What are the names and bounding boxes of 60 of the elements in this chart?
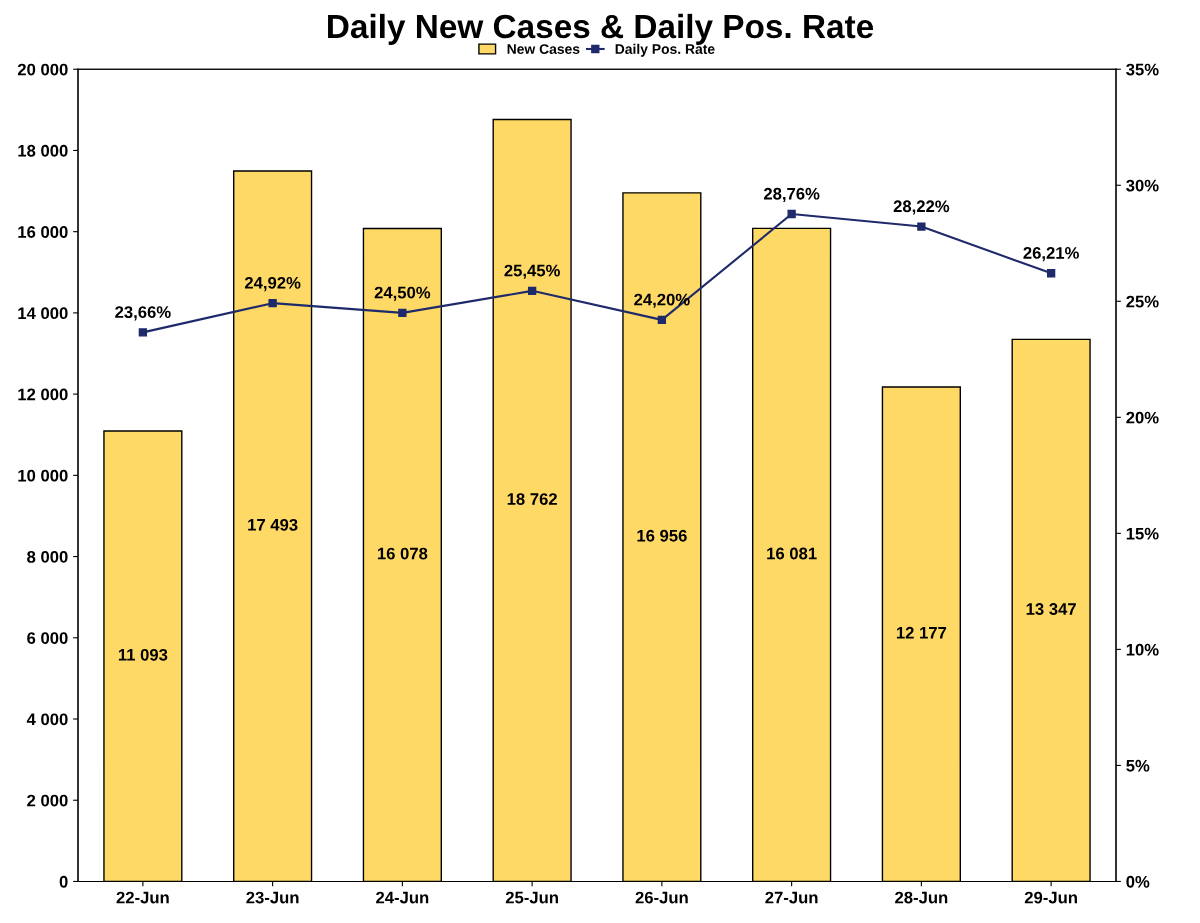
legend-label: Daily Pos. Rate: [615, 43, 715, 57]
y2-tick-label: 30%: [1126, 179, 1159, 192]
x-tick-label: 26-Jun: [635, 891, 688, 904]
y2-tick-label: 20%: [1126, 411, 1159, 424]
data-label: 24,92%: [244, 276, 301, 292]
point: [1046, 269, 1056, 278]
data-label: 28,76%: [763, 187, 820, 203]
y2-tick-label: 10%: [1126, 643, 1159, 656]
data-label: 16 956: [637, 529, 687, 542]
x-tick-label: 22-Jun: [116, 891, 169, 904]
y2-tick-label: 5%: [1126, 759, 1150, 772]
data-label: 24,50%: [374, 286, 431, 301]
y-tick-label: 10 000: [18, 469, 68, 482]
bar: [881, 386, 961, 882]
data-label: 16 078: [377, 547, 428, 560]
x-tick-label: 23-Jun: [246, 891, 299, 904]
y2-tick-label: 35%: [1126, 63, 1159, 76]
bar: [362, 227, 442, 882]
x-tick-label: 29-Jun: [1024, 891, 1077, 904]
y-tick-label: 14 000: [18, 307, 68, 320]
point: [138, 328, 148, 337]
data-label: 23,66%: [115, 306, 171, 321]
x-tick-label: 28-Jun: [895, 891, 948, 904]
y-tick-label: 0: [59, 875, 68, 888]
y-tick-label: 18 000: [18, 144, 68, 157]
bar: [1011, 338, 1091, 882]
y-tick-label: 20 000: [17, 63, 68, 76]
data-label: 13 347: [1026, 603, 1076, 615]
point: [917, 222, 926, 231]
data-label: 16 081: [767, 547, 817, 560]
bar: [492, 118, 572, 882]
bar: [103, 430, 183, 882]
data-label: 28,22%: [893, 200, 950, 215]
point: [787, 209, 796, 219]
data-label: 12 177: [896, 626, 947, 639]
y-tick-label: 8 000: [27, 550, 68, 563]
point: [657, 315, 667, 325]
y2-tick-label: 0%: [1126, 875, 1150, 888]
point: [527, 286, 537, 296]
y-tick-label: 4 000: [26, 713, 68, 726]
point: [398, 308, 407, 318]
bar: [233, 170, 313, 882]
y2-tick-label: 25%: [1126, 295, 1159, 308]
bar: [622, 192, 702, 882]
data-label: 17 493: [248, 518, 298, 531]
x-tick-label: 24-Jun: [376, 891, 429, 904]
y-tick-label: 16 000: [18, 226, 68, 238]
x-tick-label: 25-Jun: [505, 891, 558, 904]
y-tick-label: 6 000: [27, 632, 68, 644]
data-label: 18 762: [507, 493, 557, 505]
y2-tick-label: 15%: [1126, 527, 1159, 540]
y-tick-label: 2 000: [27, 794, 68, 807]
legend-label: New Cases: [507, 44, 580, 54]
data-label: 11 093: [118, 648, 168, 661]
x-tick-label: 27-Jun: [765, 891, 818, 904]
point: [268, 298, 277, 308]
bar: [752, 227, 832, 882]
y-tick-label: 12 000: [18, 388, 68, 401]
data-label: 25,45%: [504, 264, 560, 279]
data-label: 26,21%: [1023, 247, 1079, 262]
